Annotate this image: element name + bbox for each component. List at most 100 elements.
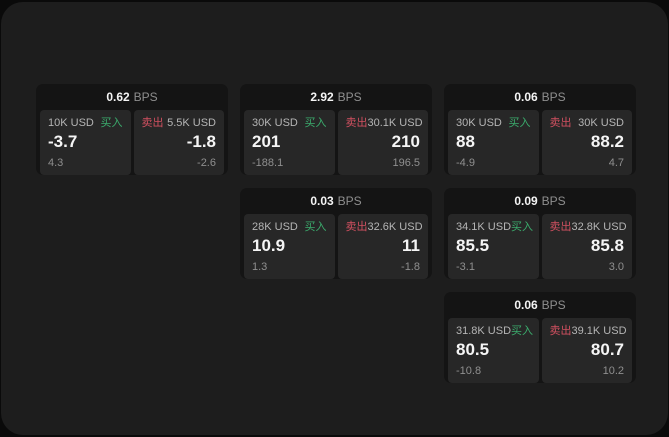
buy-price: 80.5 [456,340,490,359]
sell-sub-value: 10.2 [602,365,624,377]
buy-sub-value: 4.3 [48,157,64,169]
sell-quote-panel[interactable]: 卖出 32.8K USD 85.8 3.0 [541,214,632,279]
bps-value: 0.09 [514,194,538,208]
buy-tag: 买入 [304,117,327,129]
buy-panel-top-row: 30K USD 买入 [252,117,327,130]
buy-panel-top-row: 10K USD 买入 [48,117,123,130]
card-header: 0.09 BPS [444,188,636,214]
card-body: 34.1K USD 买入 85.5 -3.1 卖出 32.8K USD 85.8… [444,214,636,279]
sell-tag: 卖出 [549,221,572,233]
card-body: 31.8K USD 买入 80.5 -10.8 卖出 39.1K USD 80.… [444,318,636,383]
quote-card: 2.92 BPS 30K USD 买入 201 -188.1 卖出 30.1K … [240,84,432,175]
buy-price: 201 [252,132,281,151]
buy-tag: 买入 [511,325,534,337]
quote-cards-grid: 0.62 BPS 10K USD 买入 -3.7 4.3 卖出 5.5K USD… [36,84,636,383]
sell-quote-panel[interactable]: 卖出 5.5K USD -1.8 -2.6 [133,110,224,175]
card-body: 10K USD 买入 -3.7 4.3 卖出 5.5K USD -1.8 -2.… [36,110,228,175]
sell-sub-value: -2.6 [197,157,216,169]
card-header: 0.03 BPS [240,188,432,214]
buy-sub-value: -3.1 [456,261,475,273]
sell-tag: 卖出 [141,117,164,129]
sell-panel-top-row: 卖出 39.1K USD [550,325,627,338]
quote-card: 0.62 BPS 10K USD 买入 -3.7 4.3 卖出 5.5K USD… [36,84,228,175]
buy-quote-panel[interactable]: 28K USD 买入 10.9 1.3 [244,214,335,279]
sell-price: 88.2 [590,132,624,151]
buy-price: 85.5 [456,236,490,255]
card-body: 30K USD 买入 88 -4.9 卖出 30K USD 88.2 4.7 [444,110,636,175]
buy-price: -3.7 [48,132,78,151]
buy-panel-top-row: 31.8K USD 买入 [456,325,534,338]
buy-amount: 30K USD [456,117,502,129]
buy-tag: 买入 [511,221,534,233]
bps-unit-label: BPS [133,90,158,104]
sell-amount: 5.5K USD [167,117,216,129]
sell-tag: 卖出 [345,221,368,233]
buy-quote-panel[interactable]: 30K USD 买入 201 -188.1 [244,110,335,175]
buy-panel-top-row: 28K USD 买入 [252,221,327,234]
card-body: 28K USD 买入 10.9 1.3 卖出 32.6K USD 11 -1.8 [240,214,432,279]
sell-sub-value: -1.8 [401,261,420,273]
buy-quote-panel[interactable]: 10K USD 买入 -3.7 4.3 [40,110,131,175]
sell-quote-panel[interactable]: 卖出 30.1K USD 210 196.5 [337,110,428,175]
buy-price: 88 [456,132,475,151]
bps-value: 2.92 [310,90,334,104]
sell-sub-value: 3.0 [608,261,624,273]
sell-panel-top-row: 卖出 30.1K USD [345,117,423,130]
bps-value: 0.06 [514,298,538,312]
sell-quote-panel[interactable]: 卖出 32.6K USD 11 -1.8 [337,214,428,279]
sell-price: -1.8 [186,132,216,151]
quote-card: 0.06 BPS 30K USD 买入 88 -4.9 卖出 30K USD 8… [444,84,636,175]
buy-quote-panel[interactable]: 34.1K USD 买入 85.5 -3.1 [448,214,539,279]
buy-tag: 买入 [304,221,327,233]
sell-panel-top-row: 卖出 5.5K USD [142,117,217,130]
sell-price: 85.8 [590,236,624,255]
buy-amount: 30K USD [252,117,298,129]
bps-unit-label: BPS [541,194,566,208]
sell-sub-value: 196.5 [392,157,420,169]
buy-sub-value: 1.3 [252,261,268,273]
bps-value: 0.03 [310,194,334,208]
card-header: 0.06 BPS [444,292,636,318]
sell-price: 11 [402,236,420,255]
sell-tag: 卖出 [549,117,572,129]
buy-quote-panel[interactable]: 31.8K USD 买入 80.5 -10.8 [448,318,539,383]
buy-quote-panel[interactable]: 30K USD 买入 88 -4.9 [448,110,539,175]
buy-price: 10.9 [252,236,286,255]
card-header: 0.62 BPS [36,84,228,110]
buy-tag: 买入 [508,117,531,129]
card-header: 2.92 BPS [240,84,432,110]
buy-sub-value: -4.9 [456,157,475,169]
buy-amount: 28K USD [252,221,298,233]
sell-amount: 30.1K USD [367,117,423,129]
buy-panel-top-row: 30K USD 买入 [456,117,531,130]
quote-card: 0.03 BPS 28K USD 买入 10.9 1.3 卖出 32.6K US… [240,188,432,279]
sell-quote-panel[interactable]: 卖出 39.1K USD 80.7 10.2 [541,318,632,383]
buy-sub-value: -188.1 [252,157,284,169]
sell-panel-top-row: 卖出 30K USD [550,117,625,130]
sell-tag: 卖出 [345,117,368,129]
sell-quote-panel[interactable]: 卖出 30K USD 88.2 4.7 [541,110,632,175]
bps-value: 0.62 [106,90,130,104]
card-body: 30K USD 买入 201 -188.1 卖出 30.1K USD 210 1… [240,110,432,175]
buy-sub-value: -10.8 [456,365,482,377]
sell-amount: 32.8K USD [571,221,627,233]
buy-panel-top-row: 34.1K USD 买入 [456,221,534,234]
bps-unit-label: BPS [337,90,362,104]
quote-card: 0.06 BPS 31.8K USD 买入 80.5 -10.8 卖出 39.1… [444,292,636,383]
buy-tag: 买入 [100,117,123,129]
buy-amount: 31.8K USD [456,325,512,337]
sell-price: 80.7 [590,340,624,359]
sell-amount: 32.6K USD [367,221,423,233]
sell-panel-top-row: 卖出 32.8K USD [549,221,627,234]
sell-amount: 39.1K USD [571,325,627,337]
buy-amount: 10K USD [48,117,94,129]
sell-amount: 30K USD [578,117,624,129]
quote-card: 0.09 BPS 34.1K USD 买入 85.5 -3.1 卖出 32.8K… [444,188,636,279]
sell-sub-value: 4.7 [608,157,624,169]
sell-price: 210 [391,132,420,151]
bps-unit-label: BPS [541,90,566,104]
bps-unit-label: BPS [541,298,566,312]
bps-unit-label: BPS [337,194,362,208]
buy-amount: 34.1K USD [456,221,512,233]
